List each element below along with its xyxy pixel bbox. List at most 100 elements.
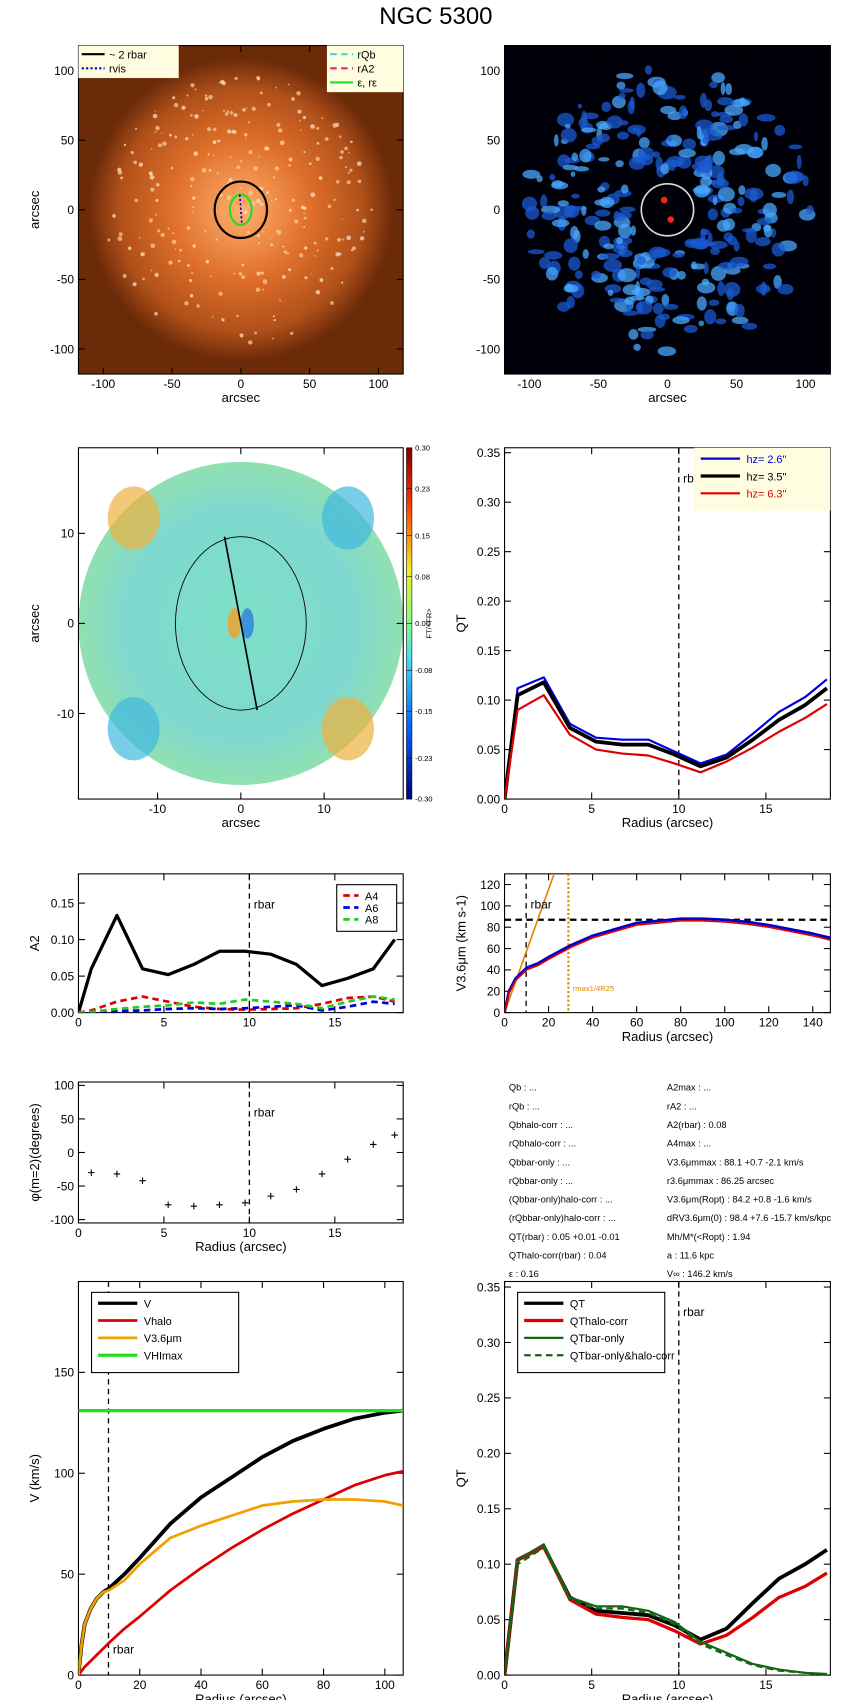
speckle bbox=[107, 238, 111, 242]
bar-axis bbox=[223, 536, 258, 711]
blob bbox=[773, 274, 782, 289]
blob bbox=[677, 270, 686, 280]
blob bbox=[693, 238, 708, 250]
legend-label: Vhalo bbox=[144, 1316, 172, 1328]
blob bbox=[737, 196, 745, 207]
speckle bbox=[261, 187, 265, 190]
blob bbox=[633, 343, 641, 351]
blob bbox=[632, 127, 638, 132]
x-tick-label: 10 bbox=[243, 1016, 257, 1030]
speckle bbox=[157, 229, 161, 233]
x-tick-label: 15 bbox=[759, 802, 773, 816]
plot-area bbox=[88, 1082, 398, 1223]
blob bbox=[539, 256, 551, 269]
speckle bbox=[154, 110, 157, 112]
blob bbox=[560, 127, 577, 143]
speckle bbox=[324, 137, 329, 141]
blob bbox=[712, 196, 718, 206]
blob bbox=[771, 242, 786, 257]
image bbox=[78, 447, 404, 800]
x-axis-label: arcsec bbox=[648, 390, 687, 405]
legend-label: V bbox=[144, 1299, 152, 1311]
blob bbox=[660, 163, 670, 175]
speckle bbox=[192, 196, 196, 200]
speckle bbox=[316, 142, 319, 144]
speckle bbox=[315, 289, 321, 295]
blob bbox=[774, 124, 786, 136]
legend-label: A6 bbox=[365, 903, 378, 915]
lobe bbox=[107, 486, 160, 550]
blob bbox=[639, 277, 653, 286]
panel: 0 5 10 15 0.00 0.05 0.10 0.15 0.20 0.25 0.30 0.35 Ra… bbox=[453, 446, 831, 830]
speckle bbox=[319, 278, 324, 282]
blob bbox=[699, 92, 707, 108]
y-tick-label: 0.05 bbox=[477, 1613, 501, 1627]
overlay bbox=[238, 194, 243, 226]
speckle bbox=[213, 127, 217, 132]
speckle bbox=[246, 107, 248, 110]
speckle bbox=[287, 83, 290, 86]
x-tick-label: 80 bbox=[317, 1678, 331, 1692]
x-tick-label: 0 bbox=[238, 802, 245, 816]
x-axis-label: Radius (arcsec) bbox=[622, 815, 713, 830]
parameter: Mh/M*(<Ropt) : 1.94 bbox=[667, 1232, 750, 1242]
speckle bbox=[303, 212, 305, 215]
plot-area bbox=[78, 873, 396, 1013]
speckle bbox=[117, 170, 123, 175]
parameter: Qbhalo-corr : ... bbox=[509, 1120, 573, 1130]
speckle bbox=[135, 127, 138, 130]
y-axis-label: arcsec bbox=[27, 604, 42, 643]
x-axis-label: Radius (arcsec) bbox=[195, 1239, 286, 1254]
point bbox=[318, 1170, 326, 1178]
speckle bbox=[272, 315, 276, 318]
speckle bbox=[294, 219, 299, 224]
blob bbox=[573, 229, 581, 243]
y-tick-label: -50 bbox=[483, 273, 501, 287]
y-axis-label: A2 bbox=[27, 935, 42, 951]
y-tick-label: 0.05 bbox=[51, 969, 75, 983]
blob bbox=[802, 175, 809, 187]
speckle bbox=[167, 227, 170, 230]
reference-label: rbar bbox=[113, 1642, 134, 1656]
core bbox=[227, 608, 241, 639]
parameter: V3.6μm(Ropt) : 84.2 +0.8 -1.6 km/s bbox=[667, 1195, 812, 1205]
y-tick-label: 0.25 bbox=[477, 545, 501, 559]
y-tick-label: 0 bbox=[67, 617, 74, 631]
speckle bbox=[325, 237, 329, 241]
speckle bbox=[168, 260, 173, 265]
speckle bbox=[191, 134, 194, 136]
speckle bbox=[275, 198, 278, 201]
speckle bbox=[209, 275, 212, 278]
speckle bbox=[270, 243, 273, 247]
panel: 0 5 10 15 -100 -50 0 50 100 Radius (arcsec) φ(m=2)… bbox=[27, 1079, 404, 1254]
x-tick-label: 10 bbox=[672, 802, 686, 816]
blob bbox=[563, 284, 579, 293]
blob bbox=[636, 128, 642, 137]
x-tick-label: -50 bbox=[163, 377, 181, 391]
speckle bbox=[350, 248, 354, 252]
speckle bbox=[251, 201, 257, 206]
speckle bbox=[154, 130, 157, 133]
blob bbox=[710, 265, 727, 281]
point bbox=[164, 1201, 172, 1209]
speckle bbox=[344, 166, 347, 169]
blob bbox=[615, 160, 624, 168]
speckle bbox=[356, 208, 359, 212]
image bbox=[78, 45, 404, 375]
blob bbox=[582, 249, 589, 259]
speckle bbox=[196, 304, 200, 308]
speckle bbox=[248, 150, 253, 155]
x-axis-label: Radius (arcsec) bbox=[622, 1029, 713, 1044]
speckle bbox=[297, 109, 302, 114]
blob bbox=[723, 232, 734, 242]
speckle bbox=[226, 110, 230, 113]
speckle bbox=[359, 236, 365, 241]
legend-box bbox=[78, 45, 179, 79]
blob bbox=[638, 137, 650, 149]
speckle bbox=[340, 150, 344, 154]
speckle bbox=[150, 187, 155, 192]
y-tick-label: 120 bbox=[480, 878, 500, 892]
blob bbox=[765, 163, 781, 178]
blob bbox=[700, 228, 711, 236]
speckle bbox=[243, 210, 248, 214]
